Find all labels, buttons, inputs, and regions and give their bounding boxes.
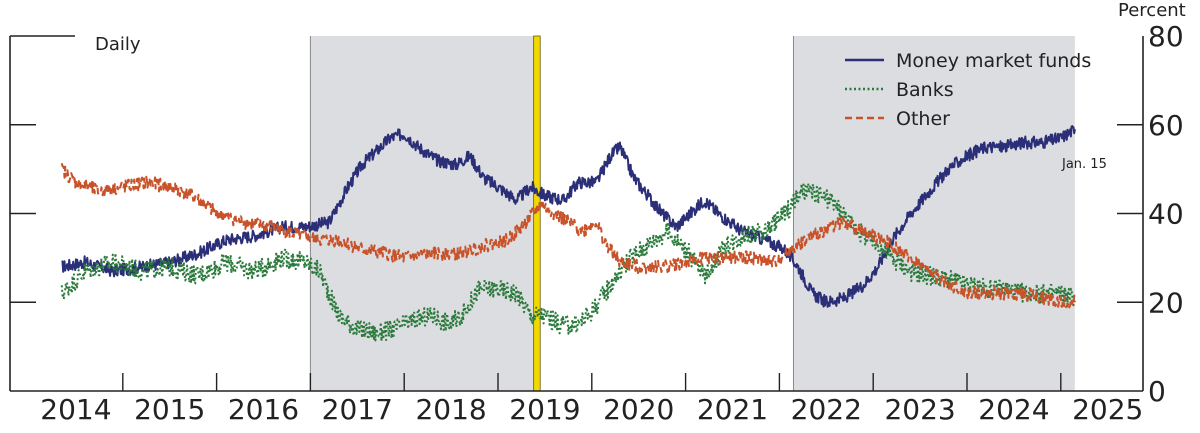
x-tick-label-2017: 2017 [322,393,393,426]
legend-label-2: Banks [896,79,954,101]
y-tick-label-40: 40 [1148,198,1184,231]
frequency-label: Daily [95,34,141,55]
x-tick-label-2018: 2018 [415,393,486,426]
x-tick-label-2025: 2025 [1072,393,1143,426]
x-tick-label-2022: 2022 [791,393,862,426]
series-layer [60,125,1076,343]
y-tick-label-60: 60 [1148,109,1184,142]
y-unit-label: Percent [1118,0,1186,21]
y-tick-label-20: 20 [1148,286,1184,319]
x-tick-label-2023: 2023 [884,393,955,426]
y-axis: 0 20 40 60 80 [10,20,1184,408]
legend-label-3: Other [896,108,950,130]
y-tick-label-80: 80 [1148,20,1184,53]
series-line-banks [60,181,1076,343]
legend-label-1: Money market funds [896,50,1091,72]
shaded-period-1 [310,36,536,391]
x-tick-label-2020: 2020 [603,393,674,426]
x-axis: 2014 2015 2016 2017 2018 2019 2020 2021 2022 2023… [40,373,1143,426]
y-tick-label-0: 0 [1148,375,1166,408]
x-tick-label-2024: 2024 [978,393,1049,426]
x-tick-label-2021: 2021 [697,393,768,426]
legend: Money market funds Banks Other [845,50,1091,130]
x-tick-label-2014: 2014 [40,393,111,426]
x-tick-label-2016: 2016 [228,393,299,426]
last-observation-label: Jan. 15 [1061,157,1107,172]
x-tick-label-2019: 2019 [509,393,580,426]
series-line-money-market-funds [61,125,1076,308]
x-tick-label-2015: 2015 [134,393,205,426]
series-line-other [60,162,1076,310]
